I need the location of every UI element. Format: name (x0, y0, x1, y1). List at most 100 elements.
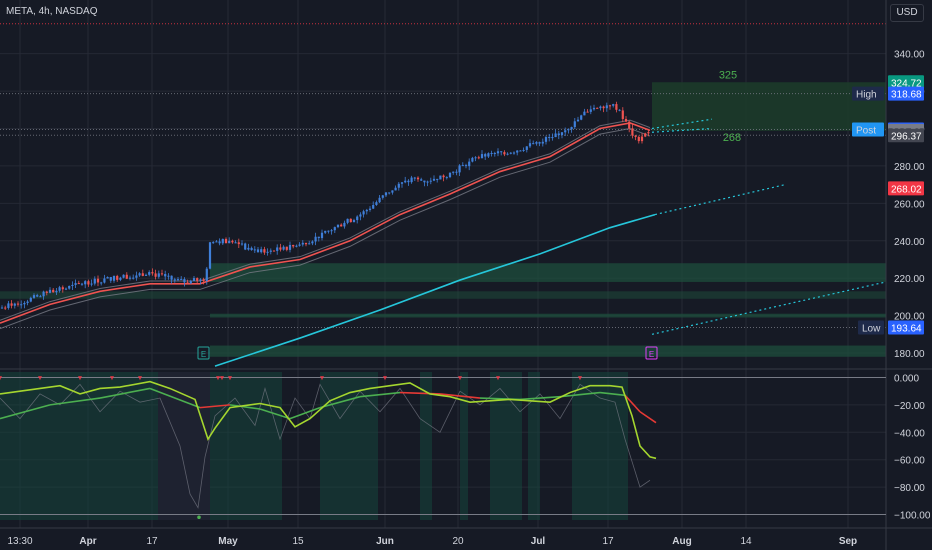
osc-signal-mark (383, 376, 387, 381)
candle-body (205, 268, 208, 282)
osc-tick-label: −60.00 (894, 456, 925, 467)
candle-body (628, 121, 631, 129)
osc-slow-line (289, 406, 321, 420)
x-tick-label: Aug (672, 536, 691, 547)
candle-body (295, 245, 298, 247)
osc-band (572, 372, 628, 520)
osc-slow-line (624, 394, 641, 413)
candle-body (48, 289, 52, 293)
candle-body (557, 133, 560, 136)
candle-body (372, 204, 375, 209)
candle-body (160, 273, 164, 275)
candle-body (266, 251, 269, 253)
price-tick-label: 260.00 (894, 199, 925, 210)
candle-body (20, 304, 23, 306)
candle-body (144, 274, 148, 276)
x-tick-label: Apr (79, 536, 96, 547)
price-tag-label: Post (856, 125, 876, 136)
candle-body (381, 195, 384, 198)
candle-body (221, 238, 224, 244)
ema-band-upper (0, 119, 651, 321)
candle-body (496, 151, 500, 154)
ema-fast-line (0, 122, 651, 324)
candle-body (458, 165, 461, 173)
candle-body (484, 154, 487, 157)
candle-body (253, 249, 256, 251)
osc-signal-mark (320, 376, 324, 381)
candle-body (445, 177, 448, 179)
candle-body (135, 275, 138, 278)
x-tick-label: Jun (376, 536, 394, 547)
candle-body (532, 143, 535, 145)
candle-body (32, 295, 36, 298)
candle-body (340, 224, 343, 227)
candle-body (192, 278, 196, 282)
candle-body (436, 178, 439, 180)
candle-body (100, 282, 103, 284)
osc-slow-line (359, 391, 401, 398)
candle-body (212, 242, 215, 244)
candle-body (324, 230, 327, 233)
candle-body (394, 187, 397, 191)
osc-slow-line (519, 395, 561, 401)
candle-body (218, 241, 221, 244)
osc-band (210, 372, 282, 520)
candle-body (42, 291, 45, 297)
candle-body (119, 277, 122, 280)
candle-body (55, 290, 58, 293)
candle-body (471, 157, 474, 162)
candle-body (570, 127, 573, 130)
candle-body (0, 307, 4, 309)
candle-body (429, 180, 432, 182)
osc-band (0, 372, 158, 520)
candle-body (285, 246, 288, 250)
price-tag-label: Low (862, 324, 881, 335)
candle-body (589, 109, 592, 112)
candle-body (103, 278, 106, 283)
x-tick-label: 14 (740, 536, 752, 547)
candle-body (148, 272, 151, 275)
candle-body (336, 224, 340, 228)
candle-body (292, 244, 295, 247)
osc-slow-line (199, 404, 231, 409)
target-zone (652, 82, 886, 131)
candle-body (490, 153, 493, 155)
currency-button[interactable]: USD (890, 4, 924, 22)
candle-body (330, 230, 333, 232)
osc-band (420, 372, 432, 520)
candles (0, 101, 650, 311)
osc-slow-line (319, 395, 361, 409)
candle-body (362, 211, 365, 215)
symbol-title: META, 4h, NASDAQ (6, 6, 98, 17)
projection-line (651, 118, 713, 130)
osc-slow-line (49, 397, 101, 406)
price-badge-value: 296.37 (891, 131, 922, 142)
candle-body (420, 179, 423, 181)
candle-body (52, 289, 55, 293)
candle-body (551, 137, 554, 139)
candle-body (519, 150, 522, 152)
price-tick-label: 280.00 (894, 162, 925, 173)
candle-body (250, 247, 253, 251)
candle-body (365, 209, 368, 212)
candle-body (311, 241, 314, 244)
price-tag (852, 86, 884, 101)
candle-body (173, 279, 176, 281)
candle-body (580, 115, 583, 120)
candle-body (23, 302, 26, 305)
candle-body (301, 242, 304, 245)
candle-body (4, 307, 7, 309)
candle-body (432, 178, 436, 181)
osc-slow-line (149, 387, 201, 409)
candle-body (320, 232, 324, 239)
osc-signal-mark (228, 376, 232, 381)
candle-body (388, 192, 391, 194)
candle-body (554, 133, 557, 138)
candle-body (93, 278, 96, 284)
candle-body (71, 284, 74, 286)
candle-body (442, 175, 445, 178)
candle-body (61, 287, 64, 290)
candle-body (317, 236, 320, 239)
candle-body (567, 129, 570, 131)
candle-body (548, 137, 551, 139)
